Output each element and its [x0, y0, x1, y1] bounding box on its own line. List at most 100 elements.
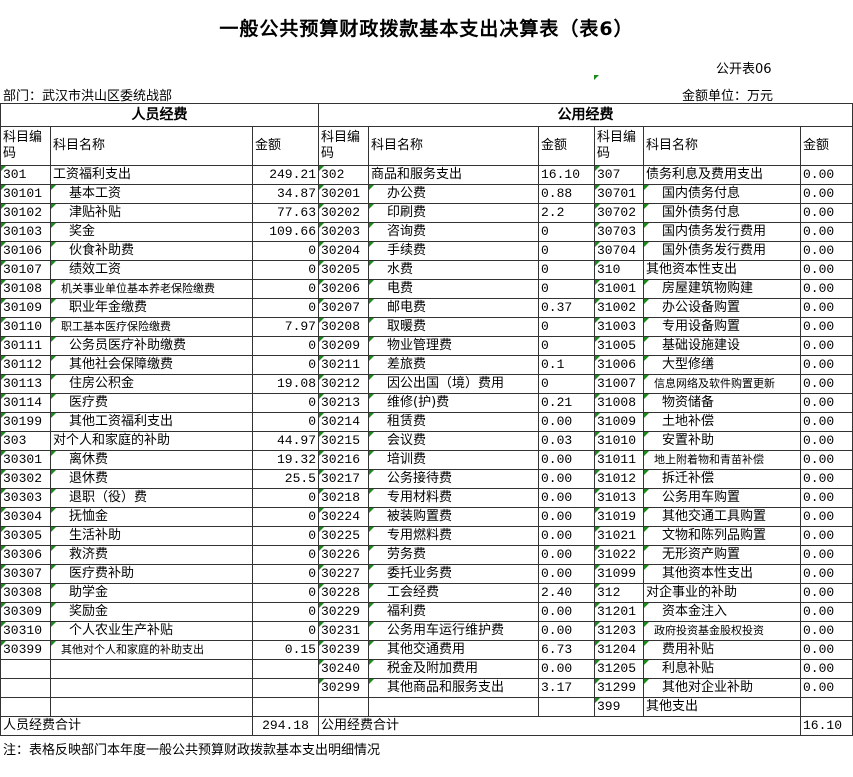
subject-code: 31009 — [594, 412, 644, 432]
amount: 0 — [252, 412, 319, 432]
subject-code: 30308 — [0, 583, 51, 603]
report-title: 一般公共预算财政拨款基本支出决算表（表6） — [219, 18, 634, 40]
subject-code: 30240 — [318, 659, 369, 679]
amount — [252, 697, 319, 717]
table-row: 30301 离休费 19.32 30216 培训费 0.00 31011 地上附着物和青苗补偿… — [0, 450, 853, 470]
subject-name: 邮电费 — [368, 298, 539, 318]
amount: 0 — [538, 317, 595, 337]
subject-name: 退休费 — [50, 469, 253, 489]
table-row: 30309 奖励金 0 30229 福利费 0.00 31201 资本金注入 0.00 — [0, 602, 853, 622]
subject-name: 其他对个人和家庭的补助支出 — [50, 640, 253, 660]
amount: 0 — [252, 621, 319, 641]
subject-code: 31013 — [594, 488, 644, 508]
subject-name: 税金及附加费用 — [368, 659, 539, 679]
personnel-total-amount: 294.18 — [252, 716, 319, 736]
subject-name: 对个人和家庭的补助 — [50, 431, 253, 451]
amount: 19.08 — [252, 374, 319, 394]
amount: 0.00 — [800, 279, 853, 299]
amount: 0 — [538, 222, 595, 242]
amount: 0.37 — [538, 298, 595, 318]
amount: 0 — [252, 583, 319, 603]
subject-code: 30110 — [0, 317, 51, 337]
amount: 0 — [252, 241, 319, 261]
amount: 0.00 — [538, 412, 595, 432]
subject-name: 取暖费 — [368, 317, 539, 337]
amount: 0.03 — [538, 431, 595, 451]
subject-name — [50, 659, 253, 679]
amount: 0 — [252, 336, 319, 356]
subject-code: 30211 — [318, 355, 369, 375]
table-row: 301 工资福利支出 249.21 302 商品和服务支出 16.10 307 债务利息及费用… — [0, 165, 853, 185]
amount — [538, 697, 595, 717]
subject-name: 职业年金缴费 — [50, 298, 253, 318]
amount: 0.00 — [800, 393, 853, 413]
amount: 0.00 — [538, 545, 595, 565]
subject-code: 30103 — [0, 222, 51, 242]
subject-name: 委托业务费 — [368, 564, 539, 584]
subject-code: 31010 — [594, 431, 644, 451]
amount: 2.2 — [538, 203, 595, 223]
amount: 0 — [538, 241, 595, 261]
subject-name: 商品和服务支出 — [368, 165, 539, 185]
subject-code: 30704 — [594, 241, 644, 261]
subject-name: 其他商品和服务支出 — [368, 678, 539, 698]
subject-name: 伙食补助费 — [50, 241, 253, 261]
subject-code — [318, 697, 369, 717]
subject-name: 办公费 — [368, 184, 539, 204]
subject-code: 30208 — [318, 317, 369, 337]
table-row: 303 对个人和家庭的补助 44.97 30215 会议费 0.03 31010 安置补助 0.… — [0, 431, 853, 451]
amount: 249.21 — [252, 165, 319, 185]
table-row: 30304 抚恤金 0 30224 被装购置费 0.00 31019 其他交通工具购置 0.00 — [0, 507, 853, 527]
amount: 0.00 — [800, 564, 853, 584]
subject-code: 30304 — [0, 507, 51, 527]
subject-name: 专用燃料费 — [368, 526, 539, 546]
amount: 0.15 — [252, 640, 319, 660]
subject-code: 302 — [318, 165, 369, 185]
subject-name: 国内债务发行费用 — [643, 222, 801, 242]
public-total-amount: 16.10 — [800, 716, 853, 736]
subject-code: 30217 — [318, 469, 369, 489]
subject-name: 生活补助 — [50, 526, 253, 546]
subject-code: 30108 — [0, 279, 51, 299]
subject-name: 退职（役）费 — [50, 488, 253, 508]
subject-name: 维修(护)费 — [368, 393, 539, 413]
amount: 0.00 — [800, 640, 853, 660]
subject-name: 水费 — [368, 260, 539, 280]
table-row: 30305 生活补助 0 30225 专用燃料费 0.00 31021 文物和陈列品购置 0.0… — [0, 526, 853, 546]
amount: 6.73 — [538, 640, 595, 660]
subject-name — [50, 678, 253, 698]
subject-name: 津贴补贴 — [50, 203, 253, 223]
subject-name — [50, 697, 253, 717]
amount — [252, 659, 319, 679]
amount: 0.00 — [800, 355, 853, 375]
subject-name: 基本工资 — [50, 184, 253, 204]
amount: 0.21 — [538, 393, 595, 413]
subject-name: 文物和陈列品购置 — [643, 526, 801, 546]
subject-code: 30703 — [594, 222, 644, 242]
subject-name: 机关事业单位基本养老保险缴费 — [50, 279, 253, 299]
subject-code: 31006 — [594, 355, 644, 375]
subject-code: 30209 — [318, 336, 369, 356]
subject-name: 基础设施建设 — [643, 336, 801, 356]
table-row: 30299 其他商品和服务支出 3.17 31299 其他对企业补助 0.00 — [0, 678, 853, 698]
subject-code: 31008 — [594, 393, 644, 413]
subject-name: 奖金 — [50, 222, 253, 242]
amount: 0 — [252, 507, 319, 527]
header-amount: 金额 — [800, 126, 853, 166]
subject-name: 医疗费补助 — [50, 564, 253, 584]
subject-code: 30218 — [318, 488, 369, 508]
amount: 0.00 — [800, 507, 853, 527]
subject-code: 30106 — [0, 241, 51, 261]
amount: 0.00 — [538, 450, 595, 470]
table-row: 30114 医疗费 0 30213 维修(护)费 0.21 31008 物资储备 0.00 — [0, 393, 853, 413]
amount: 0.00 — [538, 659, 595, 679]
subject-name — [368, 697, 539, 717]
cell-marker — [594, 75, 599, 80]
subject-name: 土地补偿 — [643, 412, 801, 432]
subject-name: 抚恤金 — [50, 507, 253, 527]
subject-name: 对企事业的补助 — [643, 583, 801, 603]
subject-name: 办公设备购置 — [643, 298, 801, 318]
table-row: 30110 职工基本医疗保险缴费 7.97 30208 取暖费 0 31003 专用设备购置 0… — [0, 317, 853, 337]
subject-name: 救济费 — [50, 545, 253, 565]
amount: 0.00 — [800, 412, 853, 432]
